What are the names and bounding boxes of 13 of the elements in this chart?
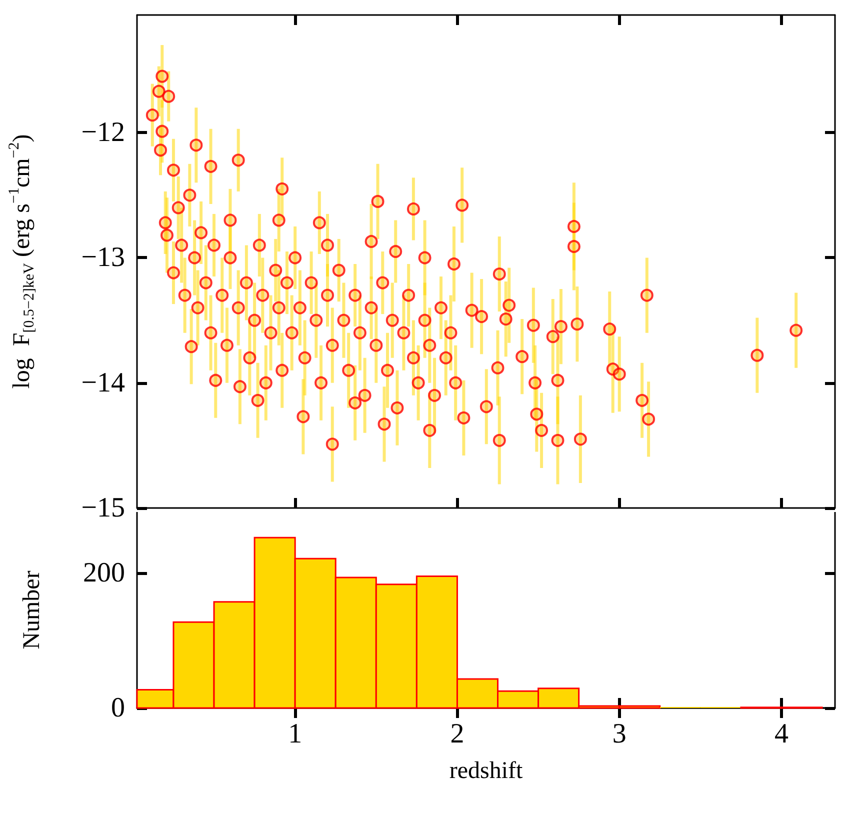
x-tick-label: 2 (450, 718, 464, 750)
y-tick-label: 0 (111, 692, 125, 724)
x-tick-label: 3 (612, 718, 626, 750)
y-axis-title: log F[0.5−2]keV (erg s−1cm−2) (6, 134, 38, 389)
y-tick-label: −13 (81, 242, 125, 274)
y-tick-label: −12 (81, 117, 125, 148)
x-tick-label: 4 (774, 718, 788, 750)
x-axis-title: redshift (449, 758, 523, 784)
y-axis-title: Number (19, 570, 45, 650)
x-tick-label: 1 (288, 718, 302, 750)
y-tick-label: −15 (81, 492, 125, 524)
y-tick-label: 200 (83, 557, 125, 588)
y-tick-label: −14 (81, 367, 125, 398)
